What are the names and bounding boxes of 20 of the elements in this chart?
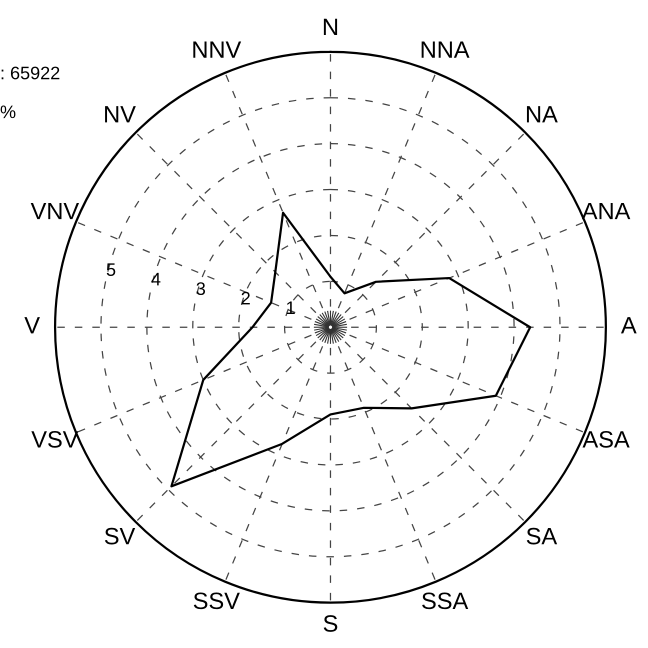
text: % [0,106,16,118]
spoke-label: NNV [193,41,242,58]
spoke-label: A [620,317,637,334]
y-tick-label: 2 [242,292,250,304]
spoke-label: SV [104,528,136,545]
y-tick-label: 5 [106,263,116,276]
spoke-label: ANA [582,202,630,220]
spoke-label: SA [526,528,558,545]
text: : 65922 [2,66,60,80]
spoke-label: NV [105,106,136,122]
spoke-label: SSV [194,592,240,610]
spoke-label: NNA [422,41,470,58]
spoke-label: NA [526,106,558,122]
spoke-label: N [324,18,338,36]
spoke-label: V [24,317,40,334]
spoke-label: VNV [30,202,80,220]
spoke-label: ASA [582,431,630,448]
spoke-label: S [324,615,338,632]
spoke-label: VSV [31,431,78,448]
spoke-label: SSA [422,592,468,610]
